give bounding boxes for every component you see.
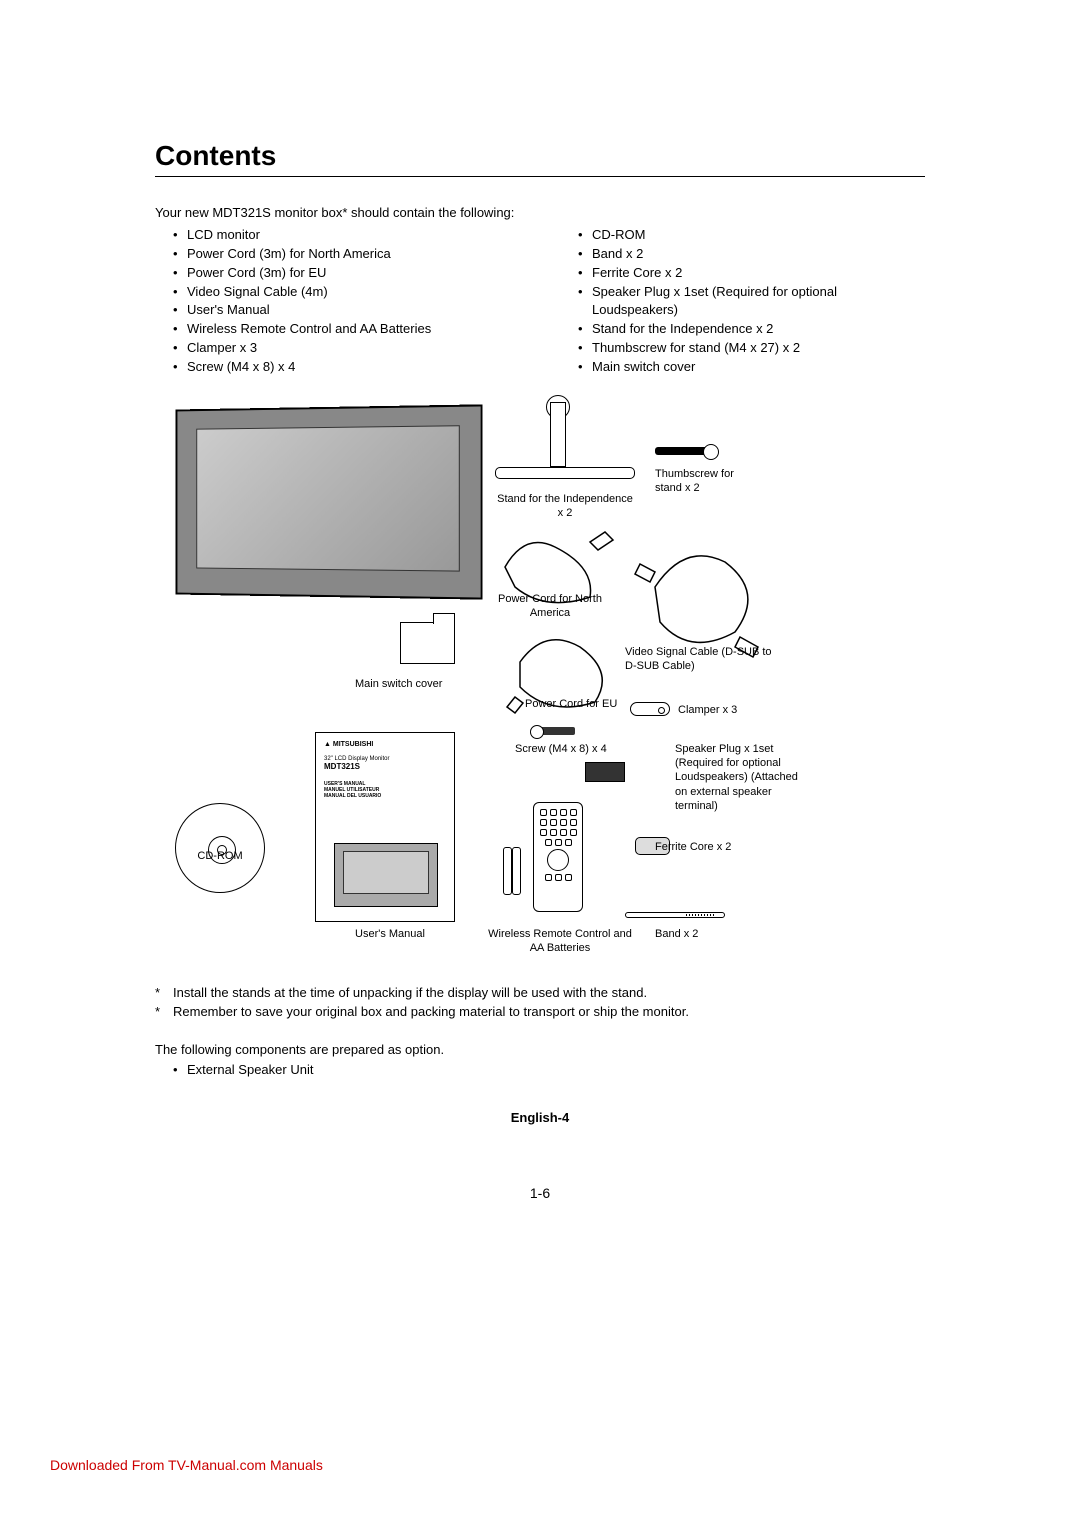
cord-eu-label: Power Cord for EU bbox=[525, 697, 645, 711]
stand-post bbox=[550, 402, 566, 467]
video-cable-illustration bbox=[635, 537, 765, 657]
list-item: Thumbscrew for stand (M4 x 27) x 2 bbox=[578, 339, 925, 358]
list-item: Ferrite Core x 2 bbox=[578, 264, 925, 283]
switch-cover-label: Main switch cover bbox=[355, 677, 465, 691]
stand-base bbox=[495, 467, 635, 479]
lcd-monitor-illustration bbox=[170, 407, 480, 597]
page-number: 1-6 bbox=[155, 1185, 925, 1201]
manual-model: MDT321S bbox=[324, 762, 446, 771]
band-label: Band x 2 bbox=[655, 927, 725, 941]
manual-brand: ▲ MITSUBISHI bbox=[324, 741, 446, 748]
stand-label: Stand for the Independence x 2 bbox=[495, 492, 635, 521]
list-item: Main switch cover bbox=[578, 358, 925, 377]
clamper-label: Clamper x 3 bbox=[678, 703, 758, 717]
list-item: LCD monitor bbox=[173, 226, 520, 245]
page-title: Contents bbox=[155, 140, 925, 172]
option-list: External Speaker Unit bbox=[155, 1061, 925, 1080]
screw-label: Screw (M4 x 8) x 4 bbox=[515, 742, 645, 756]
list-item: Power Cord (3m) for EU bbox=[173, 264, 520, 283]
left-list: LCD monitorPower Cord (3m) for North Ame… bbox=[155, 226, 520, 377]
list-item: Band x 2 bbox=[578, 245, 925, 264]
title-rule bbox=[155, 176, 925, 177]
ferrite-label: Ferrite Core x 2 bbox=[655, 840, 755, 854]
manual-illustration: ▲ MITSUBISHI 32" LCD Display Monitor MDT… bbox=[315, 732, 455, 922]
list-item: User's Manual bbox=[173, 301, 520, 320]
cdrom-label: CD-ROM bbox=[190, 849, 250, 863]
list-item: Clamper x 3 bbox=[173, 339, 520, 358]
list-item: Video Signal Cable (4m) bbox=[173, 283, 520, 302]
list-item: Stand for the Independence x 2 bbox=[578, 320, 925, 339]
screw-illustration bbox=[540, 727, 575, 735]
clamper-illustration bbox=[630, 702, 670, 716]
notes: Install the stands at the time of unpack… bbox=[155, 983, 925, 1022]
note-line: Install the stands at the time of unpack… bbox=[155, 983, 925, 1003]
remote-illustration bbox=[533, 802, 583, 912]
right-list: CD-ROMBand x 2Ferrite Core x 2Speaker Pl… bbox=[560, 226, 925, 377]
video-cable-label: Video Signal Cable (D-SUB to D-SUB Cable… bbox=[625, 645, 785, 674]
package-diagram: Stand for the Independence x 2 Thumbscre… bbox=[155, 397, 925, 967]
thumbscrew-illustration bbox=[655, 447, 705, 455]
cdrom-illustration bbox=[175, 803, 265, 893]
speaker-plug-illustration bbox=[585, 762, 625, 782]
footer-link[interactable]: Downloaded From TV-Manual.com Manuals bbox=[50, 1457, 323, 1473]
batteries-illustration bbox=[503, 847, 525, 902]
option-intro: The following components are prepared as… bbox=[155, 1042, 925, 1057]
list-item: Screw (M4 x 8) x 4 bbox=[173, 358, 520, 377]
intro-text: Your new MDT321S monitor box* should con… bbox=[155, 205, 925, 220]
list-item: Wireless Remote Control and AA Batteries bbox=[173, 320, 520, 339]
remote-label: Wireless Remote Control and AA Batteries bbox=[485, 927, 635, 956]
thumbscrew-label: Thumbscrew for stand x 2 bbox=[655, 467, 745, 496]
list-item: CD-ROM bbox=[578, 226, 925, 245]
speaker-plug-label: Speaker Plug x 1set (Required for option… bbox=[675, 742, 805, 813]
band-illustration bbox=[625, 912, 725, 918]
manual-label: User's Manual bbox=[345, 927, 435, 941]
manual-lang: USER'S MANUAL MANUEL UTILISATEUR MANUAL … bbox=[324, 781, 446, 799]
list-item: External Speaker Unit bbox=[173, 1061, 925, 1080]
list-item: Speaker Plug x 1set (Required for option… bbox=[578, 283, 925, 321]
note-line: Remember to save your original box and p… bbox=[155, 1002, 925, 1022]
contents-columns: LCD monitorPower Cord (3m) for North Ame… bbox=[155, 226, 925, 377]
list-item: Power Cord (3m) for North America bbox=[173, 245, 520, 264]
switch-cover-illustration bbox=[400, 622, 455, 664]
cord-na-label: Power Cord for North America bbox=[495, 592, 605, 621]
page-label: English-4 bbox=[155, 1110, 925, 1125]
